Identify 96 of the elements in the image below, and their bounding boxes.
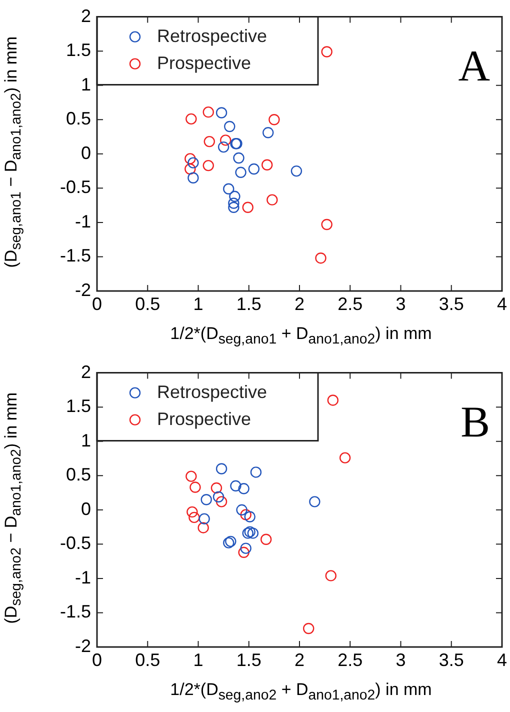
x-tick-label: 1 — [193, 294, 204, 314]
y-tick-label: 0 — [80, 498, 91, 519]
point — [188, 157, 199, 168]
point — [216, 496, 228, 508]
point — [238, 546, 250, 558]
point — [202, 160, 214, 172]
point — [186, 470, 197, 482]
point — [230, 480, 242, 492]
point — [325, 570, 336, 582]
point — [216, 107, 228, 118]
point — [315, 252, 326, 264]
x-tick-label: 0.5 — [135, 294, 160, 314]
point — [303, 622, 314, 634]
point — [309, 496, 320, 508]
x-tick-label: 1 — [193, 650, 204, 670]
point — [248, 163, 260, 175]
annotation: A — [458, 41, 490, 90]
point — [228, 202, 240, 213]
y-tick-label: 0.5 — [66, 464, 91, 485]
point — [186, 113, 197, 125]
x-tick-label: 3 — [396, 294, 406, 314]
y-tick-label: -1 — [74, 567, 91, 588]
point — [210, 482, 222, 494]
point — [262, 127, 274, 138]
x-tick-label: 2.5 — [338, 294, 363, 314]
y-tick-label: 1.5 — [66, 40, 91, 60]
point — [242, 202, 254, 213]
point — [228, 198, 240, 209]
point — [240, 542, 252, 554]
x-axis-title: 1/2*(D$_{seg,ano2}$ + D$_{ano1,ano2}$) in mm — [169, 680, 433, 704]
x-tick-label: 2.5 — [338, 650, 363, 670]
x-tick-label: 3.5 — [438, 650, 464, 670]
y-tick-label: -1.5 — [60, 246, 91, 266]
x-tick-label: 0.5 — [135, 650, 160, 670]
y-tick-label: 2 — [80, 6, 91, 26]
point — [233, 152, 244, 164]
point — [236, 504, 248, 516]
y-tick-label: 1 — [80, 74, 91, 94]
point — [184, 153, 196, 164]
y-tick-label: -1 — [74, 211, 91, 232]
y-tick-label: -2 — [74, 636, 91, 656]
legend-label: Retrospective — [157, 382, 268, 402]
point — [261, 159, 273, 170]
x-tick-label: 2 — [294, 650, 305, 670]
point — [200, 494, 212, 506]
legend-label: Prospective — [157, 52, 252, 73]
y-tick-label: -0.5 — [60, 533, 91, 554]
point — [186, 506, 198, 518]
y-tick-label: 0.5 — [66, 108, 91, 129]
point — [327, 394, 339, 406]
point — [188, 512, 200, 524]
point — [224, 120, 236, 132]
point — [268, 114, 280, 126]
legend-label: Prospective — [157, 408, 252, 429]
y-tick-label: 2 — [80, 362, 91, 382]
point — [321, 46, 332, 58]
y-tick-label: -1.5 — [60, 602, 91, 622]
point — [212, 491, 224, 502]
x-tick-label: 1.5 — [236, 294, 262, 314]
point — [218, 141, 230, 153]
point — [216, 463, 228, 474]
x-axis-title: 1/2*(D$_{seg,ano1}$ + D$_{ano1,ano2}$) in mm — [169, 324, 433, 348]
point — [339, 452, 351, 464]
point — [198, 522, 209, 534]
y-tick-label: -2 — [74, 280, 91, 300]
point — [198, 513, 210, 524]
x-tick-label: 4 — [496, 650, 507, 670]
y-tick-label: 1 — [80, 430, 91, 450]
point — [250, 466, 262, 478]
point — [290, 165, 302, 177]
point — [244, 511, 256, 522]
point — [184, 163, 196, 175]
annotation: B — [460, 397, 490, 446]
point — [321, 218, 332, 230]
point — [223, 183, 234, 194]
point — [266, 194, 278, 206]
point — [190, 482, 201, 493]
point — [238, 483, 250, 494]
x-tick-label: 3.5 — [438, 294, 464, 314]
x-tick-label: 1.5 — [236, 650, 262, 670]
y-tick-label: 1.5 — [66, 396, 91, 416]
point — [202, 106, 214, 118]
point — [229, 190, 240, 202]
x-tick-label: 3 — [396, 650, 406, 670]
point — [235, 166, 246, 178]
legend-label: Retrospective — [157, 26, 268, 46]
point — [240, 509, 252, 520]
point — [204, 136, 215, 148]
y-tick-label: 0 — [80, 142, 91, 163]
point — [247, 528, 259, 539]
point — [220, 134, 232, 146]
point — [260, 534, 272, 545]
point — [188, 172, 199, 184]
x-tick-label: 2 — [294, 294, 305, 314]
x-tick-label: 4 — [496, 294, 507, 314]
y-tick-label: -0.5 — [60, 177, 91, 198]
